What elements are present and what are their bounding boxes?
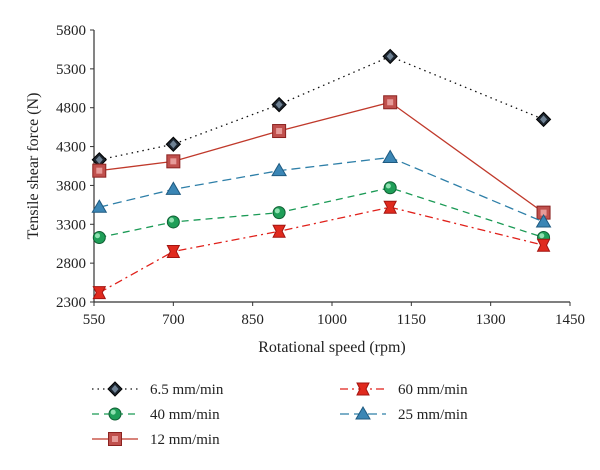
y-axis-title: Tensile shear force (N) xyxy=(25,93,42,240)
data-point xyxy=(383,200,397,214)
legend-label: 60 mm/min xyxy=(398,382,468,398)
legend-item: 25 mm/min xyxy=(340,406,468,423)
y-tick-label: 2800 xyxy=(56,256,86,272)
data-point xyxy=(92,163,107,178)
y-tick-label: 3300 xyxy=(56,217,86,233)
axes xyxy=(90,29,571,306)
series-3 xyxy=(92,200,551,300)
series-line xyxy=(99,55,544,161)
data-point xyxy=(271,162,287,177)
x-tick-label: 1150 xyxy=(397,312,426,328)
x-tick-label: 1000 xyxy=(317,312,347,328)
y-tick-label: 4800 xyxy=(56,101,86,117)
data-point xyxy=(92,286,107,300)
tick-labels: 2300 2800 3300 3800 4300 4800 5300 5800 550 700 85… xyxy=(56,23,585,328)
plot-area xyxy=(91,48,552,300)
data-point xyxy=(536,238,551,252)
data-point xyxy=(165,136,182,152)
data-point xyxy=(382,149,399,163)
x-tick-label: 700 xyxy=(162,312,185,328)
legend: 6.5 mm/min 40 mm/min 12 mm/min 60 mm/min 25 … xyxy=(92,381,468,448)
legend-item: 6.5 mm/min xyxy=(92,381,224,398)
legend-label: 12 mm/min xyxy=(150,432,220,448)
series-4 xyxy=(91,149,552,228)
data-point xyxy=(383,95,398,110)
data-point xyxy=(92,230,106,244)
legend-marker xyxy=(107,381,123,397)
series-1 xyxy=(92,181,551,244)
legend-item: 12 mm/min xyxy=(92,432,220,448)
legend-marker xyxy=(356,382,370,396)
data-point xyxy=(166,215,180,229)
series-0 xyxy=(91,48,552,168)
x-tick-label: 1450 xyxy=(555,312,585,328)
x-tick-label: 1300 xyxy=(476,312,506,328)
data-point xyxy=(166,244,181,258)
series-2 xyxy=(92,95,551,220)
series-line xyxy=(98,206,544,294)
legend-marker xyxy=(108,432,122,446)
legend-label: 40 mm/min xyxy=(150,407,220,423)
y-tick-label: 4300 xyxy=(56,140,86,156)
x-tick-label: 850 xyxy=(241,312,264,328)
legend-item: 60 mm/min xyxy=(340,382,468,398)
legend-label: 6.5 mm/min xyxy=(150,382,224,398)
legend-label: 25 mm/min xyxy=(398,407,468,423)
y-tick-label: 5300 xyxy=(56,62,86,78)
data-point xyxy=(383,181,397,195)
x-axis-title: Rotational speed (rpm) xyxy=(258,339,406,356)
data-point xyxy=(535,111,552,128)
y-tick-label: 3800 xyxy=(56,178,86,194)
data-point xyxy=(272,224,286,238)
legend-marker xyxy=(108,407,122,421)
series-line xyxy=(99,156,544,223)
data-point xyxy=(272,124,287,139)
data-point xyxy=(91,199,108,213)
data-point xyxy=(272,206,286,220)
data-point xyxy=(166,154,181,169)
data-point xyxy=(382,48,398,65)
y-tick-label: 5800 xyxy=(56,23,86,39)
data-point xyxy=(271,96,287,113)
series-line xyxy=(99,187,544,239)
x-tick-label: 550 xyxy=(83,312,106,328)
data-point xyxy=(535,213,552,228)
data-point xyxy=(165,181,182,195)
series-line xyxy=(99,101,544,214)
legend-item: 40 mm/min xyxy=(92,407,220,423)
y-tick-label: 2300 xyxy=(56,295,86,311)
legend-marker xyxy=(355,406,371,420)
data-point xyxy=(91,152,107,168)
